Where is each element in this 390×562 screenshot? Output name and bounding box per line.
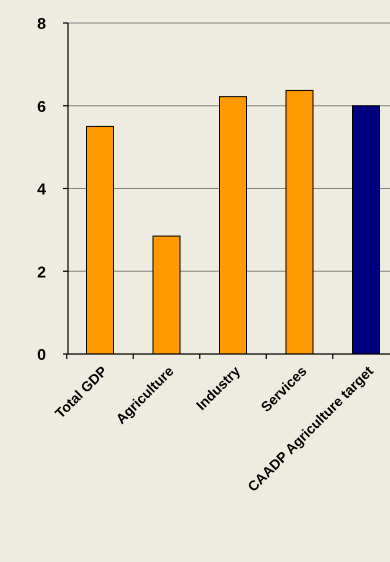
bar-services	[285, 89, 314, 355]
y-tick-label: 8	[37, 16, 46, 33]
bar-agriculture	[152, 235, 181, 355]
y-tick-label: 6	[37, 99, 46, 116]
x-tick-label: Services	[258, 363, 310, 415]
y-tick-label: 4	[37, 182, 46, 199]
x-tick-label: Industry	[193, 363, 244, 414]
y-tick-labels: 0 2 4 6 8	[37, 16, 46, 364]
y-tick-label: 0	[37, 347, 46, 364]
bar-caadp-agriculture-target	[352, 105, 380, 355]
x-tick-labels: Total GDP Agriculture Industry ServicesCAAD…	[52, 363, 377, 495]
x-tick-label: CAADP Agriculture target	[244, 363, 376, 495]
x-tick-label: Agriculture	[112, 363, 176, 427]
bar-industry	[219, 96, 247, 355]
x-tick-label: Total GDP	[52, 363, 110, 421]
bars	[86, 89, 380, 355]
y-tick-label: 2	[37, 264, 46, 281]
bar-total-gdp	[86, 125, 114, 355]
axes	[63, 22, 390, 359]
